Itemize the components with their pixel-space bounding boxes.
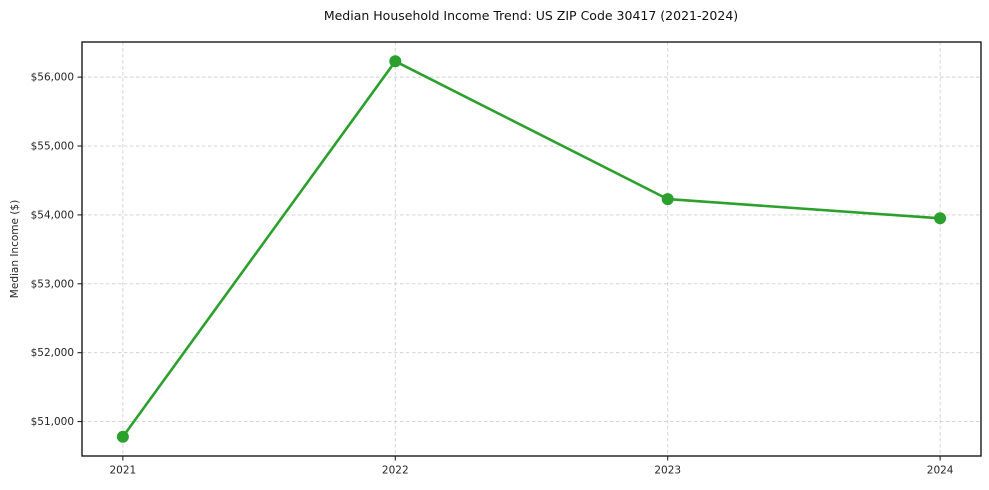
- y-tick-label: $52,000: [31, 347, 74, 359]
- data-point-2021: [116, 430, 129, 443]
- y-axis-label: Median Income ($): [9, 200, 21, 298]
- x-tick-label: 2024: [927, 465, 954, 477]
- y-tick-label: $54,000: [31, 209, 74, 221]
- x-tick-label: 2023: [654, 465, 681, 477]
- data-point-markers: [116, 55, 947, 443]
- axis-ticks: [77, 76, 941, 461]
- data-point-2023: [661, 193, 674, 206]
- y-tick-label: $56,000: [31, 72, 74, 84]
- y-tick-label: $53,000: [31, 278, 74, 290]
- y-tick-label: $51,000: [31, 416, 74, 428]
- x-tick-label: 2021: [109, 465, 136, 477]
- chart-title: Median Household Income Trend: US ZIP Co…: [324, 8, 738, 23]
- x-tick-label: 2022: [382, 465, 409, 477]
- trend-line: [121, 60, 942, 438]
- data-point-2024: [934, 212, 947, 225]
- tick-labels: 2021 2022 2023 2024 $51,000 $52,000 $53,000 $54…: [31, 72, 954, 477]
- y-tick-label: $55,000: [31, 141, 74, 153]
- gridlines: [82, 42, 981, 456]
- data-point-2022: [389, 55, 402, 68]
- plot-border: [81, 41, 982, 457]
